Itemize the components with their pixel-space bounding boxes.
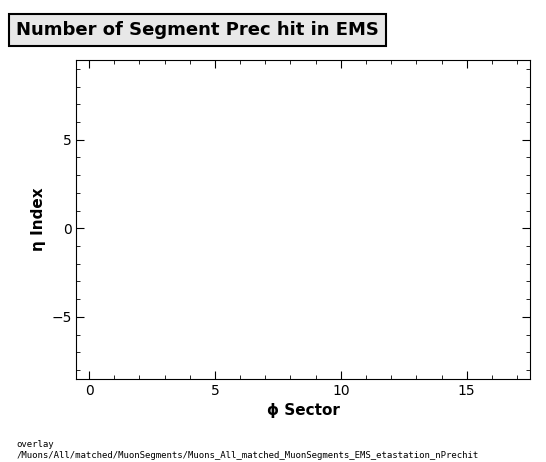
Text: overlay
/Muons/All/matched/MuonSegments/Muons_All_matched_MuonSegments_EMS_etast: overlay /Muons/All/matched/MuonSegments/… [16,440,479,460]
X-axis label: ϕ Sector: ϕ Sector [266,403,340,418]
Text: Number of Segment Prec hit in EMS: Number of Segment Prec hit in EMS [16,21,379,39]
Y-axis label: η Index: η Index [31,188,46,251]
